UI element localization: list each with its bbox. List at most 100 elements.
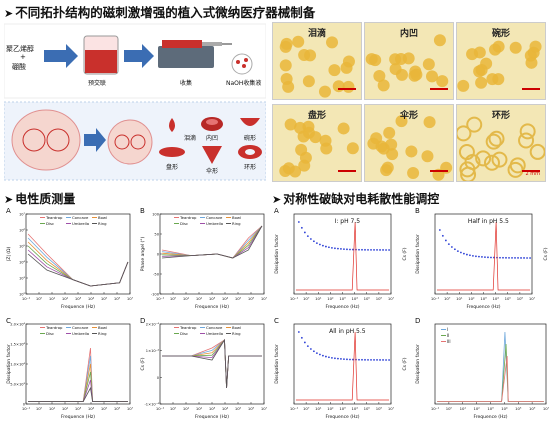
cs-point	[328, 246, 330, 249]
y-tick-label: 5.0×10³	[10, 383, 25, 387]
legend-label: Disc	[46, 221, 54, 226]
umbrella-shape	[202, 146, 222, 164]
condition-annotation: All in pH 5.5	[329, 328, 366, 335]
cs-point	[303, 231, 306, 234]
x-tick-label: 10⁰	[446, 406, 453, 411]
x-tick-label: 10⁴	[88, 406, 95, 411]
y-tick-label: -50	[153, 273, 160, 277]
cs-point	[297, 221, 300, 223]
x-tick-label: 10⁻¹	[431, 296, 440, 301]
cs-point	[309, 348, 312, 350]
legend-label: Teardrop	[179, 215, 197, 220]
plot-frame	[434, 323, 547, 405]
cs-point	[325, 355, 327, 358]
series-line	[28, 355, 128, 402]
cs-point	[306, 235, 309, 237]
x-axis-label: Frequence (Hz)	[195, 304, 229, 310]
main-title: ➤ 不同拓扑结构的磁刺激增强的植入式微纳医疗器械制备	[4, 2, 315, 21]
panel-label: A	[6, 207, 11, 215]
y-tick-label: 10⁵	[19, 245, 26, 249]
chart-D-svg: D 10⁻¹ 10⁰ 10¹ 10² 10³ 10⁴ 10⁵ 10⁶ 10⁷ Frequence (…	[140, 317, 268, 420]
chart-D-svg: D 10⁻¹ 10⁰ 10¹ 10² 10³ 10⁴ 10⁵ 10⁶ 10⁷ Frequence (…	[415, 317, 550, 420]
plot-frame	[293, 323, 392, 405]
cs-point	[300, 336, 303, 339]
x-tick-label: 10⁰	[170, 406, 177, 411]
x-tick-label: 10³	[339, 296, 346, 301]
y-axis-label: Phase angel (°)	[140, 236, 146, 271]
legend-label: Bowl	[98, 325, 107, 330]
cs-point	[315, 242, 318, 244]
cs-point	[361, 248, 363, 251]
legend-label: Umbrella	[72, 331, 89, 336]
cs-point	[450, 246, 453, 248]
cs-point	[306, 345, 309, 347]
x-tick-label: 10¹	[49, 406, 56, 411]
x-tick-label: 10⁵	[101, 406, 108, 411]
x-tick-label: 10⁰	[170, 296, 177, 301]
x-tick-label: 10³	[480, 296, 487, 301]
electric-title: ➤ 电性质测量	[4, 190, 75, 207]
cs-point	[382, 249, 384, 251]
series-line	[28, 347, 128, 402]
y-tick-label: 0	[23, 403, 26, 407]
photo-label: 碗形	[491, 29, 510, 39]
x-tick-label: 10¹	[315, 296, 322, 301]
x-tick-label: 10²	[62, 296, 69, 301]
cs-point	[444, 239, 447, 242]
cs-point	[331, 356, 333, 359]
particles-image	[279, 118, 359, 178]
cs-point	[361, 358, 363, 361]
cs-point	[300, 226, 303, 229]
material-2-label: 硼酸	[12, 63, 26, 71]
cs-point	[376, 249, 378, 251]
x-tick-label: 10⁻¹	[431, 406, 440, 411]
y-axis-label: Dissipation factor	[415, 234, 421, 274]
cs-point	[487, 256, 489, 259]
legend-label: Ring	[232, 221, 241, 226]
y-tick-label: 10³	[19, 277, 26, 281]
series-line	[162, 339, 262, 389]
y-tick-label: 50	[154, 233, 159, 237]
scale-bar	[430, 88, 448, 90]
cs-point	[358, 248, 360, 251]
series-line	[27, 253, 129, 287]
y-axis-label: Dissipation factor	[274, 344, 280, 384]
cs-point	[322, 244, 324, 247]
shape-label-concave: 内凹	[206, 135, 219, 142]
legend-label: II	[447, 333, 449, 338]
photo-label: 伞形	[399, 111, 418, 121]
particles-image	[279, 35, 355, 98]
chart-B-svg: B 10⁻¹ 10⁰ 10¹ 10² 10³ 10⁴ 10⁵ 10⁶ 10⁷ Frequence (…	[140, 207, 268, 310]
x-tick-label: 10³	[209, 296, 216, 301]
cs-point	[475, 255, 477, 258]
x-tick-label: 10⁷	[543, 406, 550, 411]
particles-image	[457, 116, 545, 181]
x-tick-label: 10⁵	[515, 406, 522, 411]
cs-point	[379, 359, 381, 361]
series-line	[162, 338, 262, 389]
panel-label: D	[415, 317, 420, 325]
cs-point	[447, 243, 450, 245]
legend-label: Disc	[46, 331, 54, 336]
symmetry-title-text: 对称性破缺对电耗散性能调控	[283, 192, 440, 206]
x-tick-label: 10⁷	[529, 296, 536, 301]
legend-label: Disc	[180, 331, 188, 336]
naoh-dish	[231, 53, 253, 75]
cs-point	[388, 359, 390, 361]
cs-point	[373, 249, 375, 251]
precrosslink-label: 预交联	[88, 80, 107, 87]
collect-label: 收集	[180, 80, 193, 87]
x-tick-label: 10¹	[315, 406, 322, 411]
naoh-label: NaOH收集液	[226, 80, 262, 87]
cs-point	[328, 356, 330, 359]
scale-bar	[430, 170, 448, 172]
cs-point	[456, 250, 459, 252]
legend-label: Ring	[98, 331, 107, 336]
x-tick-label: 10⁶	[376, 406, 383, 411]
x-tick-label: 10¹	[183, 406, 190, 411]
particles-image	[457, 40, 542, 92]
teardrop-shape	[169, 118, 175, 132]
cs-point	[529, 257, 531, 259]
y2-axis-label: Cs (F)	[402, 247, 408, 260]
x-tick-label: 10⁰	[303, 296, 310, 301]
